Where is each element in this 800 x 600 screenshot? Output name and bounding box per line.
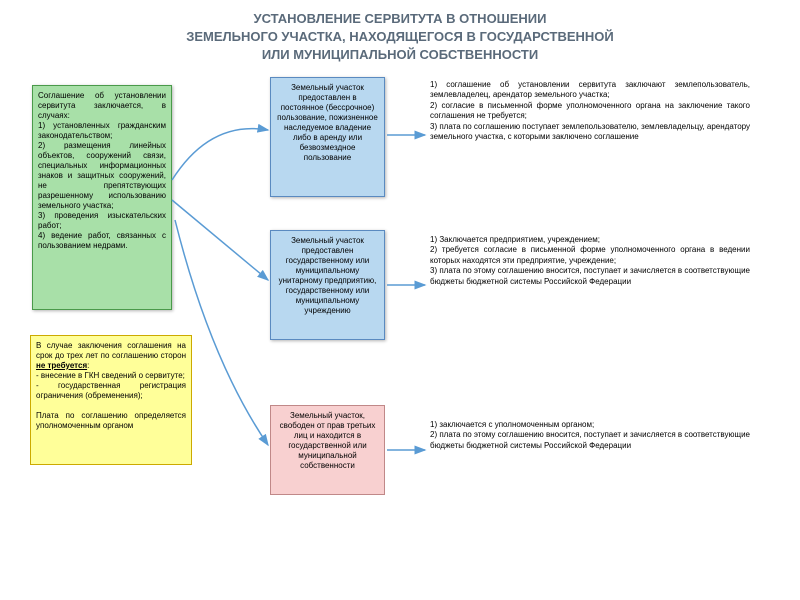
- title-line1: УСТАНОВЛЕНИЕ СЕРВИТУТА В ОТНОШЕНИИ: [253, 11, 546, 26]
- center-box-1: Земельный участок предоставлен в постоян…: [270, 77, 385, 197]
- title-line2: ЗЕМЕЛЬНОГО УЧАСТКА, НАХОДЯЩЕГОСЯ В ГОСУД…: [186, 29, 614, 44]
- left-note-box: В случае заключения соглашения на срок д…: [30, 335, 192, 465]
- right-text-1: 1) соглашение об установлении сервитута …: [430, 80, 750, 142]
- center-box-3: Земельный участок, свободен от прав трет…: [270, 405, 385, 495]
- title-line3: ИЛИ МУНИЦИПАЛЬНОЙ СОБСТВЕННОСТИ: [262, 47, 538, 62]
- right-text-3: 1) заключается с уполномоченным органом;…: [430, 420, 750, 451]
- left-conditions-box: Соглашение об установлении сервитута зак…: [32, 85, 172, 310]
- page-title: УСТАНОВЛЕНИЕ СЕРВИТУТА В ОТНОШЕНИИ ЗЕМЕЛ…: [0, 10, 800, 65]
- right-text-2: 1) Заключается предприятием, учреждением…: [430, 235, 750, 287]
- center-box-2: Земельный участок предоставлен государст…: [270, 230, 385, 340]
